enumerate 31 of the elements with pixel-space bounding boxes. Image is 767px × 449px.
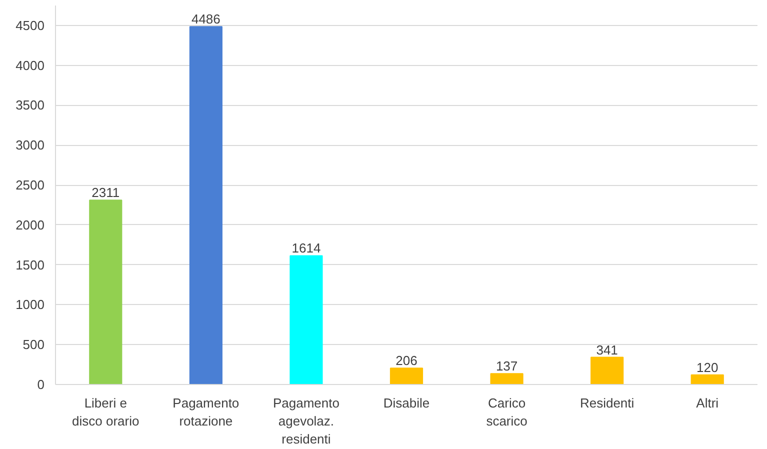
bar xyxy=(690,374,724,384)
y-tick-label: 4000 xyxy=(16,58,44,73)
x-tick-label: Pagamento agevolaz. residenti xyxy=(272,396,340,446)
y-tick-label: 0 xyxy=(37,377,45,392)
x-tick-label: Residenti xyxy=(580,396,634,410)
data-label: 120 xyxy=(696,360,718,375)
data-label: 4486 xyxy=(191,12,220,27)
bar xyxy=(390,368,424,384)
x-tick-label: Pagamento rotazione xyxy=(172,396,240,428)
data-label: 137 xyxy=(496,358,518,374)
bar xyxy=(290,255,323,384)
data-label: 341 xyxy=(596,342,618,358)
bar xyxy=(590,356,624,384)
x-tick-label: Disabile xyxy=(383,396,430,410)
bar xyxy=(490,373,524,384)
data-label: 206 xyxy=(396,353,418,368)
y-tick-label: 2500 xyxy=(16,178,44,193)
y-tick-label: 3000 xyxy=(16,138,44,153)
y-tick-label: 2000 xyxy=(16,217,44,232)
y-tick-label: 4500 xyxy=(16,18,44,33)
x-tick-label: Liberi e disco orario xyxy=(72,396,140,428)
data-label: 1614 xyxy=(292,240,321,256)
y-tick-label: 1500 xyxy=(16,257,44,272)
y-tick-label: 3500 xyxy=(16,98,44,113)
x-tick-label: Altri xyxy=(696,396,719,410)
data-label: 2311 xyxy=(92,185,120,200)
y-tick-label: 500 xyxy=(22,337,45,352)
y-tick-label: 1000 xyxy=(16,297,44,312)
x-tick-label: Carico scarico xyxy=(486,396,528,428)
bar xyxy=(189,26,222,384)
bar xyxy=(89,200,122,384)
